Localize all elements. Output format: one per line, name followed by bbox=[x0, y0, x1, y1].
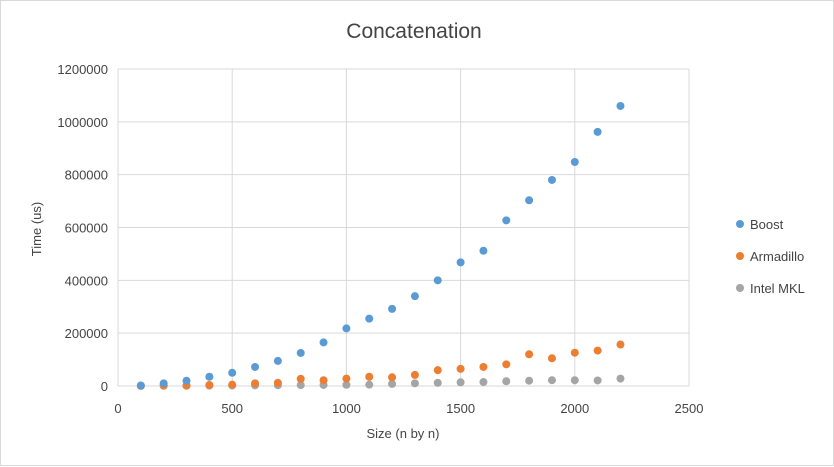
legend-marker bbox=[736, 252, 744, 260]
data-point bbox=[205, 380, 214, 389]
data-point bbox=[570, 348, 579, 357]
y-tick-label: 0 bbox=[101, 379, 108, 394]
data-point bbox=[502, 360, 511, 369]
legend-item: Intel MKL bbox=[736, 281, 805, 296]
x-axis-tick-labels: 0 500 1000 1500 2000 2500 bbox=[114, 401, 703, 416]
data-point bbox=[433, 276, 442, 285]
x-tick-label: 0 bbox=[114, 401, 121, 416]
data-point bbox=[365, 380, 374, 389]
data-point bbox=[388, 373, 397, 382]
data-point bbox=[547, 376, 556, 385]
y-tick-label: 1200000 bbox=[57, 62, 108, 77]
data-point bbox=[228, 380, 237, 389]
data-point bbox=[525, 350, 534, 359]
gridlines bbox=[117, 68, 690, 387]
chart-title: Concatenation bbox=[346, 20, 481, 43]
data-point bbox=[593, 376, 602, 385]
data-point bbox=[410, 379, 419, 388]
legend-item: Boost bbox=[736, 217, 784, 232]
legend-item: Armadillo bbox=[736, 249, 804, 264]
y-tick-label: 1000000 bbox=[57, 115, 108, 130]
legend-label: Boost bbox=[750, 217, 784, 232]
data-point bbox=[182, 376, 191, 385]
data-point bbox=[159, 379, 168, 388]
data-point bbox=[547, 175, 556, 184]
data-point bbox=[616, 374, 625, 383]
data-point bbox=[342, 374, 351, 383]
legend-marker bbox=[736, 220, 744, 228]
data-point bbox=[570, 376, 579, 385]
data-point bbox=[433, 378, 442, 387]
data-point bbox=[205, 372, 214, 381]
series-boost bbox=[136, 101, 625, 390]
data-point bbox=[410, 292, 419, 301]
data-point bbox=[365, 314, 374, 323]
data-point bbox=[342, 324, 351, 333]
data-point bbox=[273, 378, 282, 387]
legend-label: Armadillo bbox=[750, 249, 804, 264]
y-tick-label: 800000 bbox=[65, 168, 108, 183]
y-tick-label: 400000 bbox=[65, 273, 108, 288]
x-tick-label: 2000 bbox=[560, 401, 589, 416]
data-point bbox=[273, 356, 282, 365]
data-point bbox=[525, 376, 534, 385]
legend: Boost Armadillo Intel MKL bbox=[736, 217, 805, 296]
plot-series bbox=[136, 101, 625, 390]
data-point bbox=[570, 157, 579, 166]
x-tick-label: 1000 bbox=[332, 401, 361, 416]
data-point bbox=[616, 101, 625, 110]
x-axis-title: Size (n by n) bbox=[367, 426, 440, 441]
data-point bbox=[228, 368, 237, 377]
data-point bbox=[365, 372, 374, 381]
data-point bbox=[456, 258, 465, 267]
legend-marker bbox=[736, 284, 744, 292]
data-point bbox=[251, 362, 260, 371]
data-point bbox=[433, 366, 442, 375]
x-tick-label: 1500 bbox=[446, 401, 475, 416]
data-point bbox=[456, 364, 465, 373]
data-point bbox=[319, 376, 328, 385]
y-tick-label: 600000 bbox=[65, 221, 108, 236]
data-point bbox=[616, 340, 625, 349]
legend-label: Intel MKL bbox=[750, 281, 805, 296]
data-point bbox=[342, 380, 351, 389]
data-point bbox=[479, 246, 488, 255]
y-axis-tick-labels: 0 200000 400000 600000 800000 1000000 1200000 bbox=[57, 62, 108, 394]
data-point bbox=[479, 378, 488, 387]
x-tick-label: 2500 bbox=[675, 401, 704, 416]
data-point bbox=[388, 304, 397, 313]
data-point bbox=[593, 346, 602, 355]
data-point bbox=[479, 362, 488, 371]
data-point bbox=[296, 348, 305, 357]
data-point bbox=[502, 377, 511, 386]
data-point bbox=[410, 370, 419, 379]
data-point bbox=[296, 381, 305, 390]
data-point bbox=[502, 216, 511, 225]
y-axis-title: Time (us) bbox=[29, 202, 44, 256]
data-point bbox=[456, 378, 465, 387]
data-point bbox=[319, 338, 328, 347]
data-point bbox=[388, 379, 397, 388]
data-point bbox=[593, 127, 602, 136]
data-point bbox=[547, 354, 556, 363]
data-point bbox=[251, 379, 260, 388]
data-point bbox=[525, 196, 534, 205]
data-point bbox=[136, 381, 145, 390]
data-point bbox=[296, 374, 305, 383]
x-tick-label: 500 bbox=[221, 401, 243, 416]
y-tick-label: 200000 bbox=[65, 326, 108, 341]
